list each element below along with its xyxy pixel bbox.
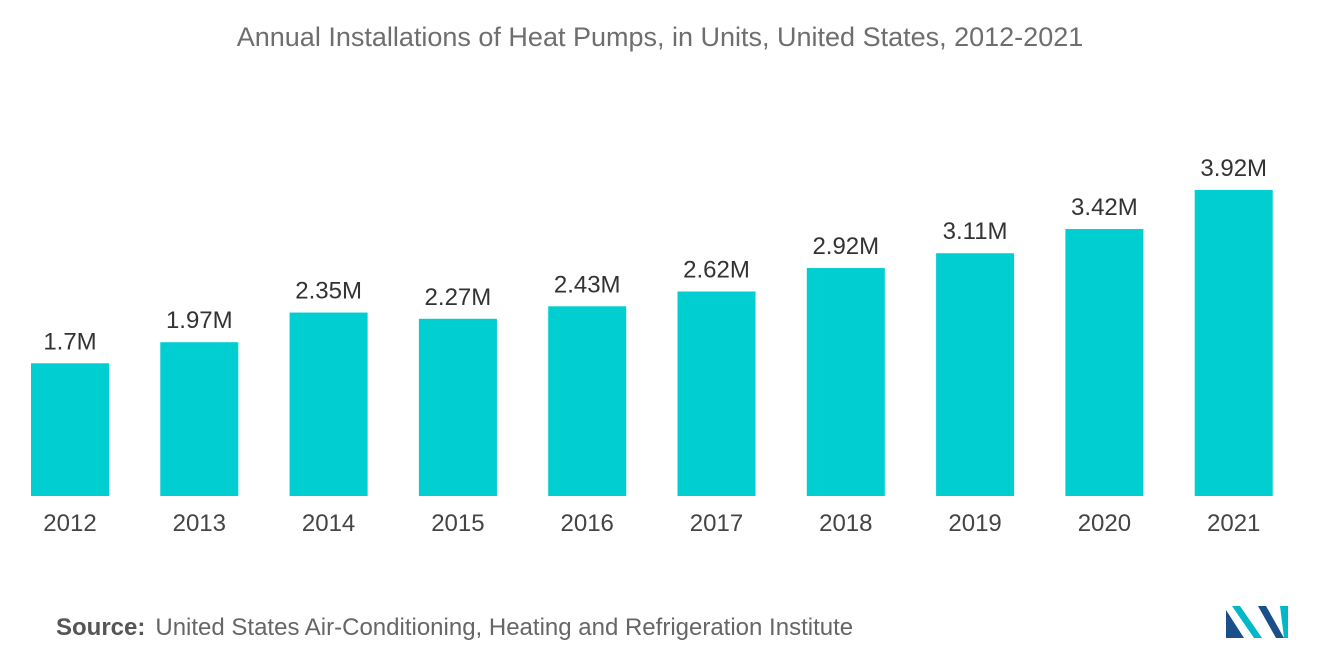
x-tick-labels-group: 2012 2013 2014 2015 2016 2017 2018 2019 2020 2021 <box>43 510 1260 537</box>
bar-chart: 1.7M 1.97M 2.35M 2.27M 2.43M 2.62M 2.92M 3.11M 3… <box>31 155 1273 537</box>
chart-title: Annual Installations of Heat Pumps, in U… <box>236 22 1084 52</box>
bars-group <box>31 190 1273 496</box>
value-label-2012: 1.7M <box>43 328 96 355</box>
x-tick-2013: 2013 <box>173 510 226 537</box>
value-label-2020: 3.42M <box>1071 194 1138 221</box>
bar-2020 <box>1065 229 1144 496</box>
bar-2012 <box>31 363 109 496</box>
bar-2016 <box>548 306 627 496</box>
x-tick-2017: 2017 <box>690 510 743 537</box>
value-label-2016: 2.43M <box>554 271 621 298</box>
bar-2013 <box>160 342 239 496</box>
bar-2019 <box>936 253 1015 496</box>
x-tick-2021: 2021 <box>1207 510 1260 537</box>
x-tick-2015: 2015 <box>431 510 484 537</box>
bar-2014 <box>289 312 368 496</box>
source-note: Source: United States Air-Conditioning, H… <box>56 614 853 642</box>
x-tick-2016: 2016 <box>561 510 614 537</box>
source-label: Source: <box>56 614 146 641</box>
value-label-2017: 2.62M <box>683 256 750 283</box>
x-tick-2014: 2014 <box>302 510 355 537</box>
value-label-2021: 3.92M <box>1200 155 1267 182</box>
x-tick-2018: 2018 <box>819 510 872 537</box>
x-tick-2012: 2012 <box>43 510 96 537</box>
bar-2015 <box>418 318 497 496</box>
bar-2017 <box>677 291 756 496</box>
x-tick-2019: 2019 <box>948 510 1001 537</box>
source-text: United States Air-Conditioning, Heating … <box>155 614 854 641</box>
value-labels-group: 1.7M 1.97M 2.35M 2.27M 2.43M 2.62M 2.92M 3.11M 3… <box>43 155 1267 355</box>
bar-2021 <box>1194 190 1273 496</box>
value-label-2018: 2.92M <box>812 233 879 260</box>
x-tick-2020: 2020 <box>1078 510 1131 537</box>
value-label-2014: 2.35M <box>295 278 362 305</box>
bar-2018 <box>806 268 885 496</box>
mordor-logo-icon <box>1226 606 1288 638</box>
value-label-2019: 3.11M <box>943 218 1008 245</box>
value-label-2013: 1.97M <box>166 307 233 334</box>
value-label-2015: 2.27M <box>425 284 492 311</box>
